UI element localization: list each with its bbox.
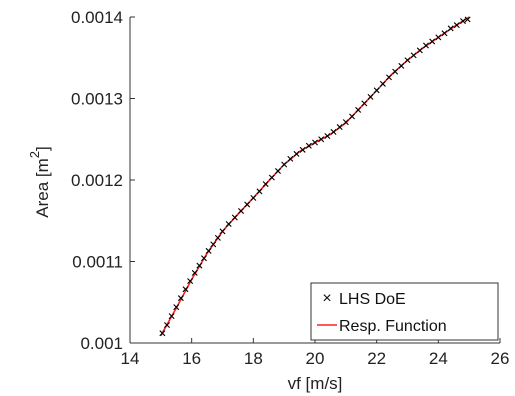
lhs-doe-point <box>305 142 312 149</box>
lhs-doe-point <box>293 150 300 157</box>
y-tick-label: 0.001 <box>80 334 123 353</box>
lhs-doe-point <box>441 30 448 37</box>
y-tick-label: 0.0014 <box>71 8 123 27</box>
lhs-doe-point <box>447 25 454 32</box>
x-tick-label: 24 <box>429 349 448 368</box>
lhs-doe-point <box>410 52 417 59</box>
lhs-doe-point <box>355 106 362 113</box>
lhs-doe-point <box>210 241 217 248</box>
lhs-doe-point <box>262 181 269 188</box>
lhs-doe-point <box>159 330 166 337</box>
x-tick-label: 16 <box>182 349 201 368</box>
y-axis-label-superscript: 2 <box>27 151 42 158</box>
lhs-doe-point <box>398 62 405 69</box>
x-axis-label: vf [m/s] <box>288 374 343 393</box>
lhs-doe-point <box>191 269 198 276</box>
lhs-doe-point <box>177 295 184 302</box>
lhs-doe-point <box>275 168 281 175</box>
lhs-doe-point <box>164 322 170 329</box>
y-axis-label: Area [m2] <box>27 146 52 218</box>
lhs-doe-point <box>416 47 423 54</box>
y-tick-label: 0.0011 <box>72 253 123 272</box>
lhs-doe-point <box>330 128 337 135</box>
lhs-doe-point <box>349 113 355 120</box>
svg-text:Area [m2]: Area [m2] <box>27 146 52 218</box>
y-axis-label-end: ] <box>33 146 52 151</box>
x-tick-label: 26 <box>491 349 510 368</box>
lhs-doe-point <box>201 255 207 262</box>
legend-label-resp-function: Resp. Function <box>339 318 447 335</box>
lhs-doe-point <box>336 124 343 131</box>
legend-box <box>310 282 499 341</box>
x-ticks: 14 16 18 20 22 24 26 <box>121 338 510 368</box>
lhs-doe-point <box>231 214 238 221</box>
lhs-doe-point <box>318 136 325 143</box>
lhs-doe-point <box>460 18 466 25</box>
lhs-doe-point <box>281 161 288 168</box>
lhs-doe-point <box>187 278 194 285</box>
lhs-doe-point <box>225 221 232 227</box>
lhs-doe-point <box>435 34 442 41</box>
lhs-doe-point <box>453 22 460 29</box>
lhs-doe-point <box>324 133 331 139</box>
lhs-doe-markers-group <box>159 16 471 337</box>
legend-label-lhs-doe: LHS DoE <box>339 291 406 308</box>
x-tick-label: 20 <box>306 349 325 368</box>
lhs-doe-point <box>386 74 392 81</box>
lhs-doe-point <box>219 228 226 235</box>
lhs-doe-point <box>214 234 221 241</box>
y-tick-label: 0.0012 <box>71 171 123 190</box>
y-tick-label: 0.0013 <box>71 90 123 109</box>
lhs-doe-point <box>373 87 380 94</box>
y-ticks: 0.001 0.0011 0.0012 0.0013 0.0014 <box>71 8 135 353</box>
legend: × LHS DoE Resp. Function <box>310 282 499 341</box>
x-tick-label: 14 <box>121 349 140 368</box>
lhs-doe-point <box>367 93 374 100</box>
lhs-doe-point <box>299 146 306 153</box>
legend-marker-x: × <box>322 290 331 307</box>
lhs-doe-point <box>173 304 180 311</box>
lhs-doe-point <box>464 16 471 23</box>
lhs-doe-point <box>312 139 318 146</box>
lhs-doe-point <box>404 57 411 64</box>
lhs-doe-point <box>342 119 349 126</box>
x-tick-label: 18 <box>244 349 263 368</box>
x-tick-label: 22 <box>367 349 386 368</box>
lhs-doe-point <box>256 188 263 195</box>
lhs-doe-point <box>361 100 368 107</box>
lhs-doe-point <box>182 286 189 293</box>
lhs-doe-point <box>429 38 436 45</box>
lhs-doe-point <box>250 194 257 201</box>
lhs-doe-point <box>238 207 244 214</box>
lhs-doe-point <box>287 155 294 162</box>
lhs-doe-point <box>244 201 251 208</box>
lhs-doe-point <box>423 42 429 49</box>
lhs-doe-point <box>205 247 212 254</box>
lhs-doe-point <box>196 262 203 269</box>
lhs-doe-point <box>268 174 275 181</box>
lhs-doe-point <box>168 313 175 320</box>
y-axis-label-main: Area [m <box>33 158 52 218</box>
lhs-doe-point <box>379 80 386 87</box>
lhs-doe-point <box>392 68 399 75</box>
